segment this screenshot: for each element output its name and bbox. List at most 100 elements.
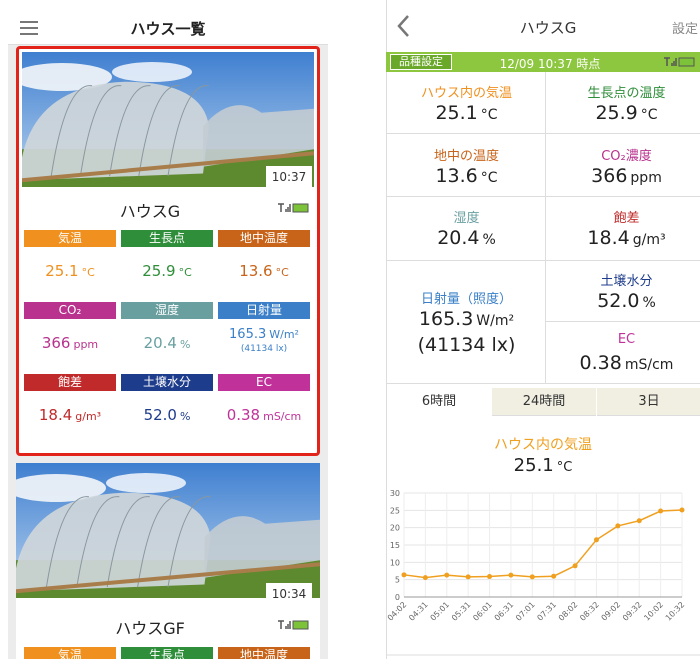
x-tick-label: 06:31 (493, 600, 516, 623)
divider (546, 321, 700, 322)
metric-label: 気温 (24, 647, 116, 659)
x-tick-label: 10:02 (642, 600, 665, 623)
value: 165.3 (229, 327, 266, 342)
unit: ppm (630, 170, 661, 186)
settings-button[interactable]: 設定 (672, 18, 698, 37)
data-point (508, 573, 513, 578)
value: 13.6 (435, 165, 477, 187)
unit: W/m² (269, 328, 299, 341)
tab[interactable]: 24時間 (492, 388, 596, 416)
back-icon[interactable] (396, 14, 412, 38)
reading-value: 366ppm (548, 165, 700, 187)
value: 165.3 (419, 308, 473, 330)
divider (386, 133, 700, 134)
photo-time: 10:37 (266, 166, 312, 188)
unit: W/m² (476, 313, 514, 329)
data-point (680, 507, 685, 512)
data-point (423, 575, 428, 580)
metric-value: 25.1°C (24, 262, 116, 282)
photo-time: 10:34 (266, 583, 312, 605)
x-tick-label: 08:32 (578, 600, 601, 623)
divider (545, 72, 546, 383)
metric-value: 25.9 °C (121, 262, 213, 282)
greenhouse-photo (16, 463, 320, 598)
unit: g/m³ (633, 232, 666, 248)
value: 0.38 (227, 406, 260, 424)
value: 25.1 (435, 102, 477, 124)
unit: °C (481, 170, 498, 186)
x-tick-label: 06:01 (471, 600, 494, 623)
data-point (551, 574, 556, 579)
tab[interactable]: 6時間 (387, 388, 491, 416)
house-name: ハウスGF (40, 615, 260, 639)
x-tick-label: 07:01 (514, 600, 537, 623)
y-tick-label: 25 (390, 506, 400, 515)
metric-label: 飽差 (24, 374, 116, 391)
reading-value: 13.6°C (388, 165, 545, 187)
house-name: ハウスG (40, 198, 260, 222)
data-point (615, 523, 620, 528)
value: 25.1 (514, 455, 554, 476)
chart: 05101520253004:0204:3105:0105:3106:0106:… (386, 480, 700, 659)
unit: % (180, 338, 190, 351)
divider (386, 260, 700, 261)
reading-label: 湿度 (388, 207, 545, 226)
value: 0.38 (580, 352, 622, 374)
unit: ppm (73, 338, 98, 351)
x-tick-label: 05:31 (450, 600, 473, 623)
metric-label: CO₂ (24, 302, 116, 319)
unit: °C (276, 266, 289, 279)
x-tick-label: 09:32 (621, 600, 644, 623)
unit: °C (481, 107, 498, 123)
reading-value: 52.0% (548, 290, 700, 312)
divider (386, 383, 700, 384)
y-tick-label: 10 (390, 558, 400, 567)
chart-value: 25.1°C (386, 455, 700, 476)
value: 52.0 (144, 406, 177, 424)
x-tick-label: 07:31 (535, 600, 558, 623)
data-point (402, 572, 407, 577)
reading-value: 25.1°C (388, 102, 545, 124)
y-tick-label: 20 (390, 524, 400, 533)
data-point (466, 574, 471, 579)
list-title: ハウス一覧 (8, 18, 328, 39)
y-tick-label: 0 (395, 593, 400, 602)
value: 20.4 (437, 227, 479, 249)
reading-label: 生長点の温度 (548, 82, 700, 101)
reading-value: 18.4g/m³ (548, 227, 700, 249)
metric-value: 13.6°C (218, 262, 310, 282)
metric-value: 20.4% (121, 334, 213, 354)
value: 52.0 (597, 290, 639, 312)
x-tick-label: 08:02 (557, 600, 580, 623)
detail-title: ハウスG (468, 17, 628, 38)
unit: °C (557, 460, 573, 475)
metric-label: 土壌水分 (121, 374, 213, 391)
x-tick-label: 05:01 (429, 600, 452, 623)
x-tick-label: 04:31 (407, 600, 430, 623)
reading-label: 土壌水分 (548, 270, 700, 289)
y-tick-label: 15 (390, 541, 400, 550)
data-point (530, 574, 535, 579)
unit: mS/cm (263, 410, 301, 423)
value: 366 (42, 334, 71, 352)
data-point (573, 563, 578, 568)
reading-value: 25.9°C (548, 102, 700, 124)
metric-label: 地中温度 (218, 230, 310, 247)
value: 25.9 (142, 262, 175, 280)
variety-button[interactable]: 品種設定 (390, 54, 452, 70)
unit: °C (179, 266, 192, 279)
unit: g/m³ (75, 410, 101, 423)
value: 25.1 (45, 262, 78, 280)
tab[interactable]: 3日 (597, 388, 700, 416)
metric-label: 地中温度 (218, 647, 310, 659)
chart-title: ハウス内の気温 (386, 434, 700, 454)
x-tick-label: 04:02 (386, 600, 408, 623)
y-tick-label: 5 (395, 576, 400, 585)
reading-label: CO₂濃度 (548, 145, 700, 164)
